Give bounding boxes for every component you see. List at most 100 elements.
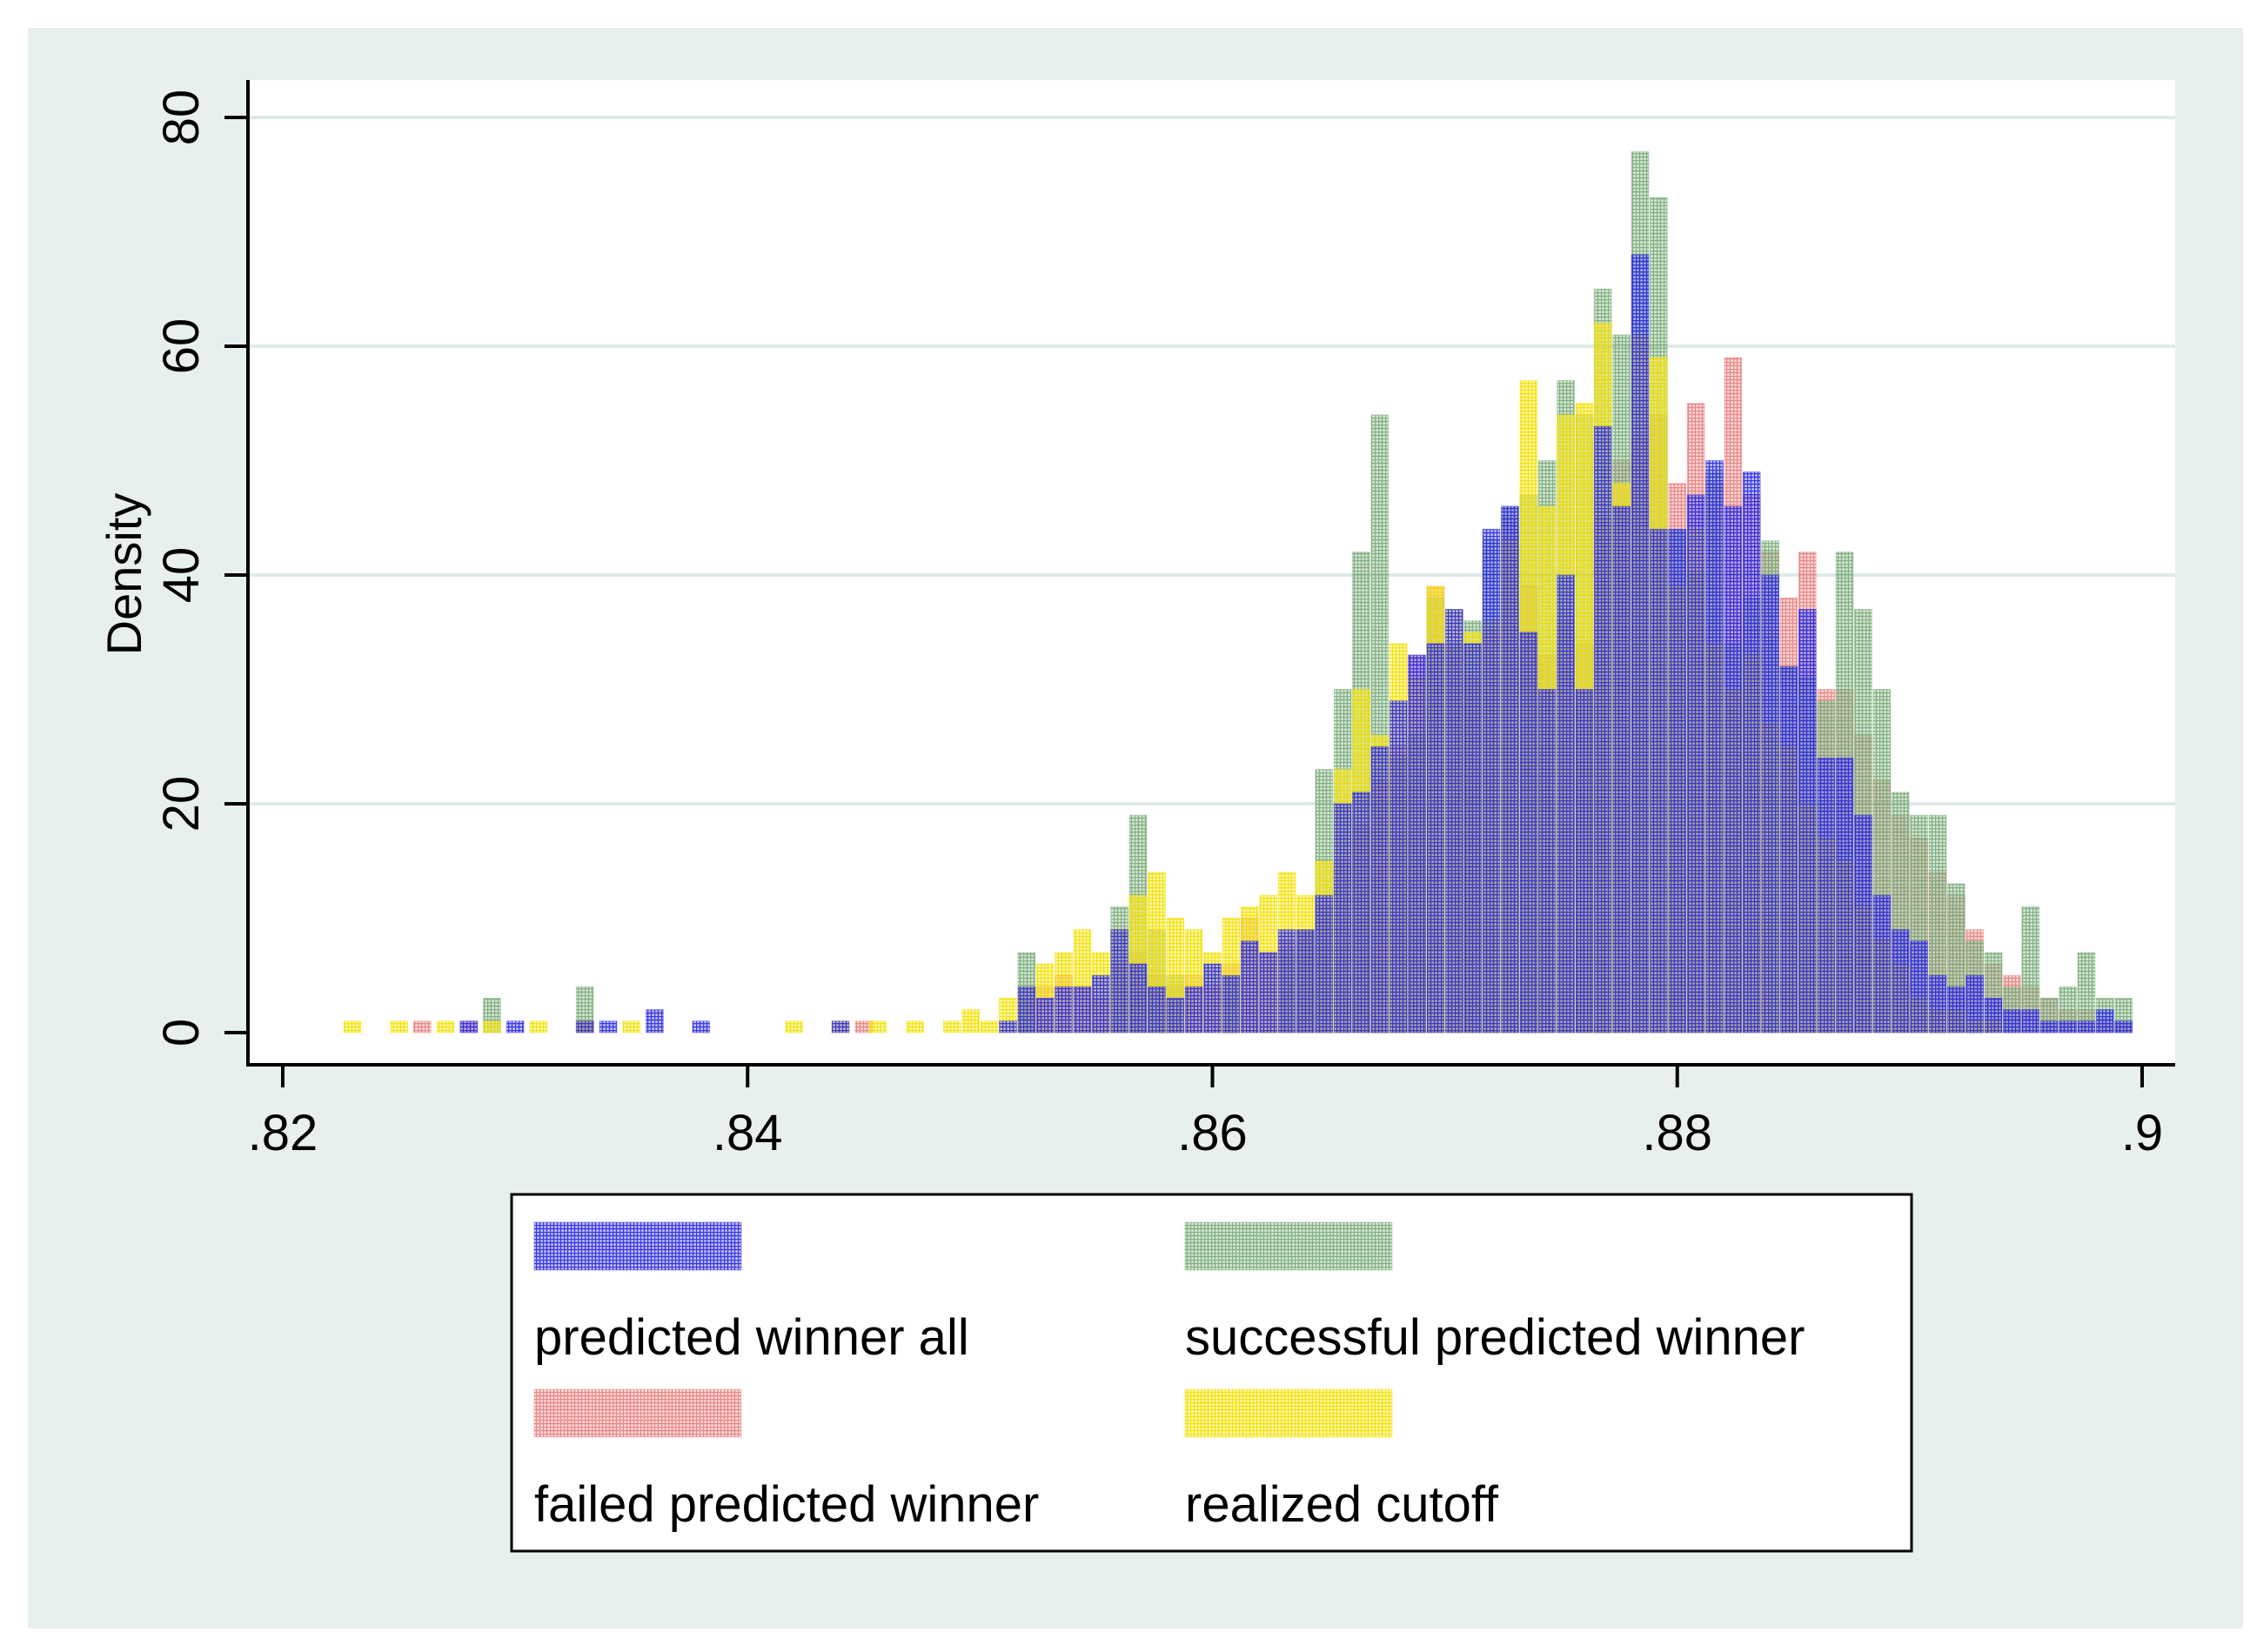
histogram-bar xyxy=(1612,505,1631,1033)
histogram-bar xyxy=(1408,654,1426,1033)
histogram-bar xyxy=(1463,643,1483,1033)
histogram-bar xyxy=(1742,472,1761,1033)
y-axis-title: Density xyxy=(97,493,151,656)
histogram-bar xyxy=(1501,505,1519,1033)
y-tick-label: 20 xyxy=(153,776,210,833)
histogram-bar xyxy=(1668,528,1687,1033)
histogram-bar xyxy=(1277,929,1296,1033)
histogram-bar xyxy=(1110,929,1129,1033)
histogram-bar xyxy=(436,1020,455,1033)
histogram-bar xyxy=(943,1020,961,1033)
histogram-bar xyxy=(343,1020,362,1033)
histogram-bar xyxy=(1650,528,1668,1033)
histogram-bar xyxy=(1761,574,1780,1033)
histogram-bar xyxy=(831,1020,850,1033)
histogram-bar xyxy=(2039,1020,2059,1033)
histogram-bar xyxy=(506,1020,525,1033)
gridlines xyxy=(250,116,2175,806)
histogram-bar xyxy=(1352,792,1370,1033)
histogram-bar xyxy=(1947,986,1965,1033)
histogram-bar xyxy=(2003,1009,2021,1033)
histogram-bar xyxy=(1835,757,1854,1033)
histogram-bar xyxy=(1686,494,1705,1033)
histogram-bar xyxy=(2077,952,2096,1033)
histogram-bar xyxy=(1891,929,1910,1033)
histogram-bar xyxy=(1445,609,1463,1033)
legend-swatch xyxy=(1184,1388,1393,1438)
histogram-bar xyxy=(1203,963,1222,1033)
x-tick-label: .86 xyxy=(1177,1105,1248,1161)
histogram-bar xyxy=(1537,689,1557,1033)
histogram-bar xyxy=(1148,986,1166,1033)
histogram-bar xyxy=(1817,757,1836,1033)
x-tick-label: .84 xyxy=(713,1105,783,1161)
histogram-bar xyxy=(785,1020,803,1033)
histogram-bar xyxy=(1426,643,1445,1033)
histogram-bar xyxy=(1333,803,1352,1033)
histogram-bar xyxy=(1779,665,1798,1033)
x-tick-label: .9 xyxy=(2121,1105,2163,1161)
histogram-bar xyxy=(1519,632,1538,1033)
histogram-bar xyxy=(390,1020,408,1033)
histogram-bar xyxy=(1073,986,1092,1033)
histogram-bar xyxy=(1370,746,1390,1033)
histogram-bar xyxy=(1315,894,1334,1033)
histogram-bar xyxy=(2059,1020,2077,1033)
legend-label: failed predicted winner xyxy=(534,1476,1039,1533)
histogram-bar xyxy=(412,1020,432,1033)
histogram-bar xyxy=(529,1020,548,1033)
legend-label: realized cutoff xyxy=(1185,1476,1499,1533)
histogram-bars xyxy=(343,150,2133,1033)
histogram-bar xyxy=(599,1020,618,1033)
histogram-bar xyxy=(1482,528,1501,1033)
histogram-bar xyxy=(1854,814,1872,1033)
histogram-bar xyxy=(1984,998,2003,1033)
histogram-bar xyxy=(1128,963,1148,1033)
histogram-bar xyxy=(2095,1009,2114,1033)
y-tick-label: 0 xyxy=(153,1019,210,1047)
legend-swatch xyxy=(533,1221,742,1271)
ticks: 0 20 40 60 80 .82 .84 .86 .88 .9 xyxy=(153,90,2163,1161)
legend-swatch xyxy=(533,1388,742,1438)
histogram-bar xyxy=(1705,460,1724,1033)
histogram-bar xyxy=(1166,998,1185,1033)
x-tick-label: .82 xyxy=(248,1105,318,1161)
histogram-bar xyxy=(1593,425,1612,1033)
histogram-bar xyxy=(1296,929,1315,1033)
legend-swatch xyxy=(1184,1221,1393,1271)
histogram-bar xyxy=(1055,986,1073,1033)
histogram-bar xyxy=(1184,986,1203,1033)
legend-label: successful predicted winner xyxy=(1185,1309,1805,1366)
histogram-bar xyxy=(1724,505,1743,1033)
histogram-bar xyxy=(1389,700,1408,1033)
histogram-bar xyxy=(1965,974,1985,1033)
histogram-bar xyxy=(622,1020,641,1033)
histogram-bar xyxy=(2114,1020,2133,1033)
plot-area xyxy=(248,80,2175,1065)
histogram-bar xyxy=(459,1020,479,1033)
histogram-bar xyxy=(1631,254,1650,1033)
y-tick-label: 80 xyxy=(153,90,210,146)
histogram-bar xyxy=(1222,974,1241,1033)
series-1-bars xyxy=(459,254,2133,1033)
histogram-bar xyxy=(1091,974,1110,1033)
histogram-bar xyxy=(961,1009,981,1033)
histogram-bar xyxy=(906,1020,924,1033)
histogram-bar xyxy=(999,1020,1017,1033)
legend: predicted winner all successful predicted… xyxy=(510,1193,1913,1553)
histogram-bar xyxy=(575,1020,594,1033)
legend-label: predicted winner all xyxy=(534,1309,969,1366)
histogram-bar xyxy=(1035,998,1055,1033)
histogram-bar xyxy=(980,1020,999,1033)
histogram-bar xyxy=(2021,1009,2040,1033)
histogram-bar xyxy=(1798,609,1817,1033)
histogram-bar xyxy=(1240,940,1259,1033)
histogram-bar xyxy=(646,1009,664,1033)
histogram-bar xyxy=(1259,952,1278,1033)
histogram-bar xyxy=(1910,940,1928,1033)
histogram-bar xyxy=(483,1020,501,1033)
histogram-bar xyxy=(1575,689,1594,1033)
histogram-bar xyxy=(1928,974,1947,1033)
histogram-bar xyxy=(692,1020,711,1033)
